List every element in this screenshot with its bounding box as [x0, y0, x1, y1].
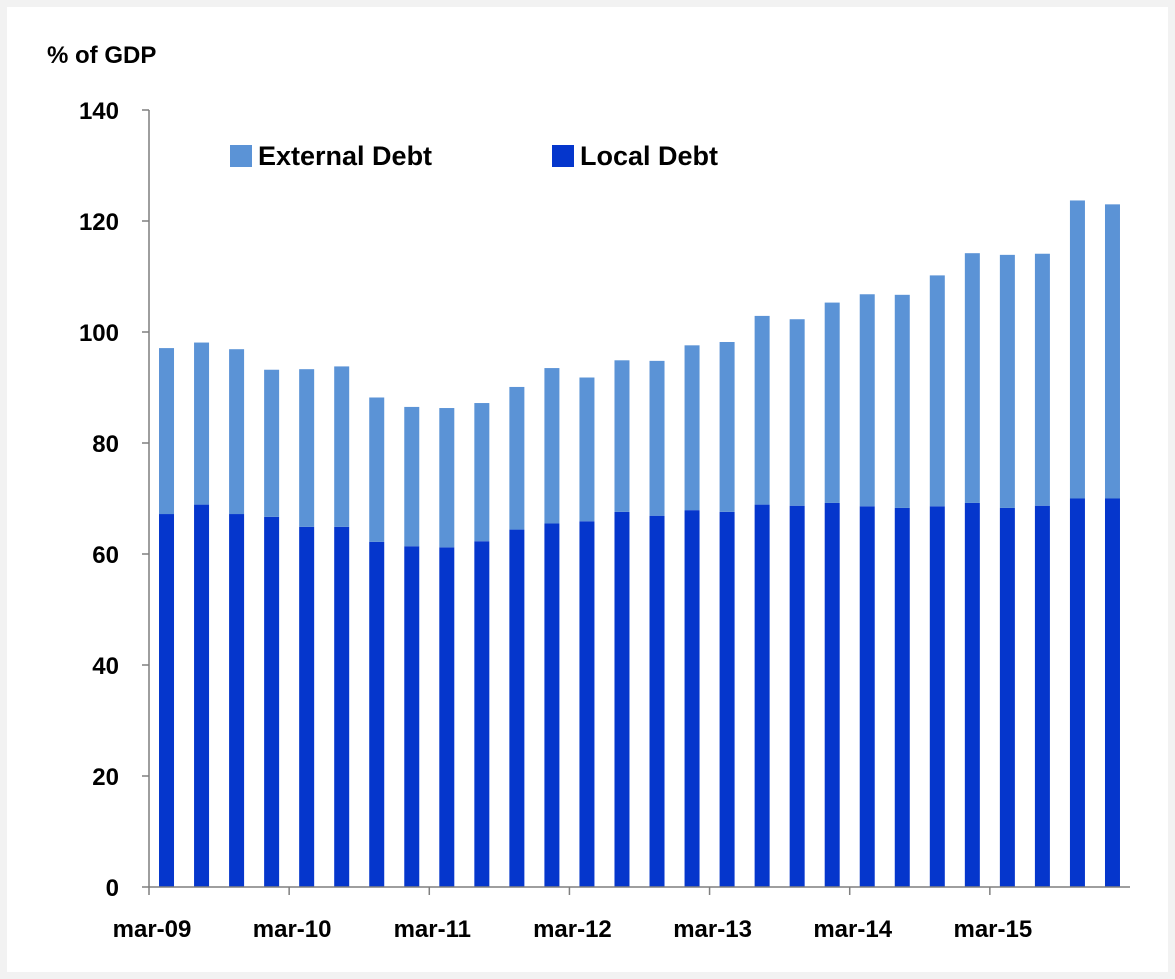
y-tick-label: 40 — [92, 653, 119, 680]
bar-local-debt — [264, 516, 280, 887]
x-tick-label: mar-10 — [253, 916, 332, 943]
axes-group: 0 20 40 60 80 100 120 140 mar-09 mar-10 mar-11 mar-… — [79, 98, 1130, 943]
bar-local-debt — [824, 502, 840, 887]
bar-local-debt — [614, 511, 630, 887]
bar-external-debt — [474, 403, 490, 542]
bar-local-debt — [579, 521, 595, 887]
bar-local-debt — [299, 526, 315, 887]
bar-external-debt — [999, 254, 1015, 508]
bar-external-debt — [159, 348, 175, 515]
bar-external-debt — [754, 315, 770, 505]
bar-local-debt — [964, 502, 980, 887]
y-tick-label: 20 — [92, 764, 119, 791]
bar-local-debt — [404, 546, 420, 887]
bar-local-debt — [474, 541, 490, 887]
bar-local-debt — [229, 514, 245, 887]
bar-local-debt — [929, 506, 945, 887]
bar-external-debt — [369, 397, 385, 542]
bar-external-debt — [859, 294, 875, 507]
bar-external-debt — [614, 360, 630, 512]
y-tick-label: 140 — [79, 98, 119, 125]
bar-external-debt — [264, 369, 280, 517]
bars-group — [159, 200, 1120, 887]
bar-local-debt — [369, 541, 385, 887]
bar-local-debt — [999, 507, 1015, 887]
bar-local-debt — [649, 515, 665, 887]
bar-external-debt — [719, 341, 735, 512]
bar-external-debt — [649, 360, 665, 516]
x-tick-label: mar-15 — [953, 916, 1032, 943]
y-tick-label: 0 — [106, 875, 119, 902]
y-tick-label: 100 — [79, 320, 119, 347]
bar-external-debt — [1104, 204, 1120, 499]
bar-local-debt — [894, 507, 910, 887]
bar-external-debt — [964, 253, 980, 503]
bar-external-debt — [789, 319, 805, 506]
y-tick-label: 60 — [92, 542, 119, 569]
legend-swatch — [552, 145, 574, 167]
bar-local-debt — [1104, 498, 1120, 887]
x-tick-label: mar-13 — [673, 916, 752, 943]
x-tick-label: mar-14 — [813, 916, 892, 943]
y-axis-title: % of GDP — [47, 42, 156, 69]
bar-external-debt — [229, 349, 245, 515]
bar-local-debt — [194, 504, 210, 887]
legend-label: External Debt — [258, 141, 432, 171]
bar-external-debt — [299, 369, 315, 527]
bar-local-debt — [684, 510, 700, 887]
bar-external-debt — [544, 368, 560, 524]
bar-external-debt — [929, 275, 945, 507]
x-tick-label: mar-11 — [394, 916, 471, 943]
bar-local-debt — [159, 514, 175, 887]
legend-swatch — [230, 145, 252, 167]
legend: External Debt Local Debt — [230, 141, 718, 171]
bar-external-debt — [1069, 200, 1085, 499]
bar-external-debt — [439, 408, 455, 548]
bar-external-debt — [579, 377, 595, 522]
y-tick-label: 120 — [79, 209, 119, 236]
bar-local-debt — [719, 511, 735, 887]
bar-local-debt — [439, 547, 455, 887]
debt-chart: % of GDP 0 20 40 60 80 100 120 140 mar-09 mar-10 m… — [47, 42, 1130, 943]
bar-external-debt — [1034, 253, 1050, 506]
bar-external-debt — [194, 342, 210, 505]
chart-frame: % of GDP 0 20 40 60 80 100 120 140 mar-09 mar-10 m… — [7, 7, 1168, 972]
bar-local-debt — [1034, 505, 1050, 887]
bar-external-debt — [684, 345, 700, 511]
x-tick-label: mar-09 — [113, 916, 192, 943]
bar-local-debt — [334, 526, 350, 887]
bar-external-debt — [894, 294, 910, 508]
bar-local-debt — [859, 506, 875, 887]
bar-external-debt — [824, 302, 840, 503]
x-tick-label: mar-12 — [533, 916, 612, 943]
bar-external-debt — [404, 406, 420, 547]
bar-local-debt — [754, 504, 770, 887]
bar-external-debt — [509, 386, 525, 530]
legend-label: Local Debt — [580, 141, 718, 171]
bar-local-debt — [544, 523, 560, 887]
bar-local-debt — [509, 529, 525, 887]
bar-local-debt — [1069, 498, 1085, 887]
bar-external-debt — [334, 366, 350, 527]
y-tick-label: 80 — [92, 431, 119, 458]
bar-local-debt — [789, 505, 805, 887]
